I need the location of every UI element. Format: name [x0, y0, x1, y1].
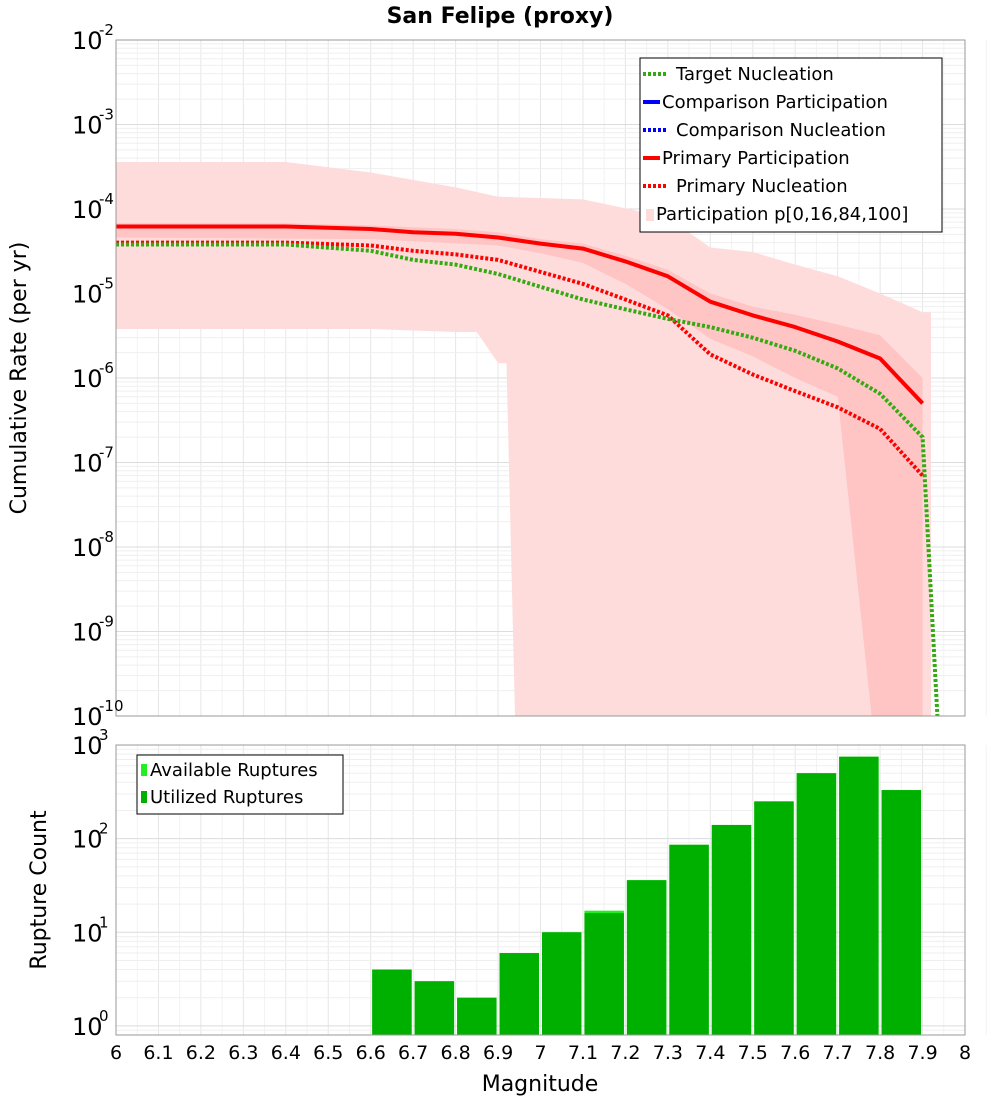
bar-utilized: [626, 880, 667, 1035]
bar-utilized: [584, 913, 624, 1035]
count-y-tick-label: 10: [72, 826, 103, 854]
rate-y-tick-exponent: -6: [99, 359, 114, 377]
rate-y-tick-label: 10: [72, 619, 103, 647]
series-line-target-nucleation: [116, 242, 940, 717]
rate-bands: [116, 162, 931, 716]
bar-utilized: [796, 773, 837, 1035]
rate-y-tick-exponent: -8: [99, 528, 114, 546]
legend-swatch: [141, 764, 147, 776]
x-tick-label: 6.9: [483, 1042, 513, 1064]
x-tick-label: 7.3: [653, 1042, 683, 1064]
count-plot-frame: [115, 744, 966, 1036]
rate-y-tick-label: 10: [72, 27, 103, 55]
count-y-tick-exponent: 1: [99, 913, 109, 931]
rate-y-tick-label: 10: [72, 534, 103, 562]
rate-y-tick-exponent: -4: [99, 190, 114, 208]
legend-label: Target Nucleation: [675, 64, 834, 85]
x-tick-label: 6.6: [356, 1042, 386, 1064]
bar-utilized: [372, 969, 412, 1035]
legend-label: Comparison Nucleation: [676, 120, 886, 141]
x-tick-label: 8: [959, 1042, 971, 1064]
count-y-tick-exponent: 2: [99, 820, 109, 838]
legend-label: Comparison Participation: [662, 92, 888, 113]
count-y-tick-label: 10: [72, 919, 103, 947]
rate-y-tick-exponent: -3: [99, 106, 114, 124]
rate-y-tick-label: 10: [72, 196, 103, 224]
rate-legend: Target Nucleation Comparison Participatio…: [639, 57, 943, 233]
bar-utilized: [499, 953, 539, 1035]
count-legend-box: [136, 754, 344, 815]
rate-plot-frame: [115, 39, 966, 717]
x-tick-label: 6: [110, 1042, 122, 1064]
x-tick-label: 7: [534, 1042, 546, 1064]
rate-y-tick-label: 10: [72, 281, 103, 309]
rate-y-tick-label: 10: [72, 703, 103, 731]
rate-y-tick-label: 10: [72, 112, 103, 140]
count-bars: [372, 756, 922, 1035]
bar-utilized: [881, 790, 922, 1035]
rate-legend-box: [639, 57, 943, 233]
x-tick-label: 7.5: [738, 1042, 768, 1064]
legend-label: Available Ruptures: [150, 760, 318, 781]
rate-y-tick-exponent: -5: [99, 275, 114, 293]
x-tick-label: 6.3: [228, 1042, 258, 1064]
series-line-primary-nucleation: [116, 240, 925, 477]
bar-utilized: [414, 981, 455, 1035]
bar-utilized: [711, 824, 752, 1035]
x-tick-label: 6.1: [143, 1042, 173, 1064]
legend-swatch: [141, 791, 147, 803]
x-tick-label: 7.9: [907, 1042, 937, 1064]
count-y-tick-exponent: 0: [99, 1007, 109, 1025]
x-tick-label: 6.5: [313, 1042, 343, 1064]
x-axis-label: Magnitude: [482, 1072, 599, 1097]
rate-y-tick-exponent: -10: [99, 697, 124, 715]
legend-label: Primary Nucleation: [676, 176, 848, 197]
bar-utilized: [839, 756, 879, 1035]
count-legend: Available Ruptures Utilized Ruptures: [136, 754, 344, 815]
count-y-axis-label: Rupture Count: [27, 810, 52, 970]
x-tick-label: 7.7: [823, 1042, 853, 1064]
count-y-tick-exponent: 3: [99, 726, 109, 744]
bar-utilized: [457, 997, 497, 1035]
legend-label: Utilized Ruptures: [150, 787, 303, 808]
x-tick-label: 6.8: [440, 1042, 470, 1064]
bar-utilized: [754, 801, 794, 1035]
magnitude-x-ticks: 6 6.1 6.2 6.3 6.4 6.5 6.6 6.7 6.8 6.9 7 7.1 7.2 7.3 7.…: [110, 1042, 971, 1064]
legend-label: Primary Participation: [662, 148, 850, 169]
x-tick-label: 7.8: [865, 1042, 895, 1064]
rate-y-tick-label: 10: [72, 365, 103, 393]
bar-utilized: [669, 844, 709, 1035]
count-y-tick-label: 10: [72, 1013, 103, 1041]
x-tick-label: 7.1: [568, 1042, 598, 1064]
rate-y-tick-exponent: -9: [99, 613, 114, 631]
rate-y-tick-exponent: -2: [99, 21, 114, 39]
rate-y-tick-label: 10: [72, 450, 103, 478]
chart-title: San Felipe (proxy): [387, 4, 614, 29]
x-tick-label: 6.2: [186, 1042, 216, 1064]
legend-label: Participation p[0,16,84,100]: [656, 204, 908, 225]
rate-series: [116, 224, 940, 717]
x-tick-label: 6.4: [271, 1042, 301, 1064]
series-line-primary-participation: [116, 224, 925, 405]
x-tick-label: 7.6: [780, 1042, 810, 1064]
x-tick-label: 7.4: [695, 1042, 725, 1064]
x-tick-label: 6.7: [398, 1042, 428, 1064]
legend-swatch: [646, 209, 654, 221]
bar-utilized: [542, 932, 582, 1035]
x-tick-label: 7.2: [610, 1042, 640, 1064]
count-y-tick-label: 10: [72, 732, 103, 760]
rate-y-axis-label: Cumulative Rate (per yr): [7, 242, 32, 515]
rate-y-tick-exponent: -7: [99, 444, 114, 462]
